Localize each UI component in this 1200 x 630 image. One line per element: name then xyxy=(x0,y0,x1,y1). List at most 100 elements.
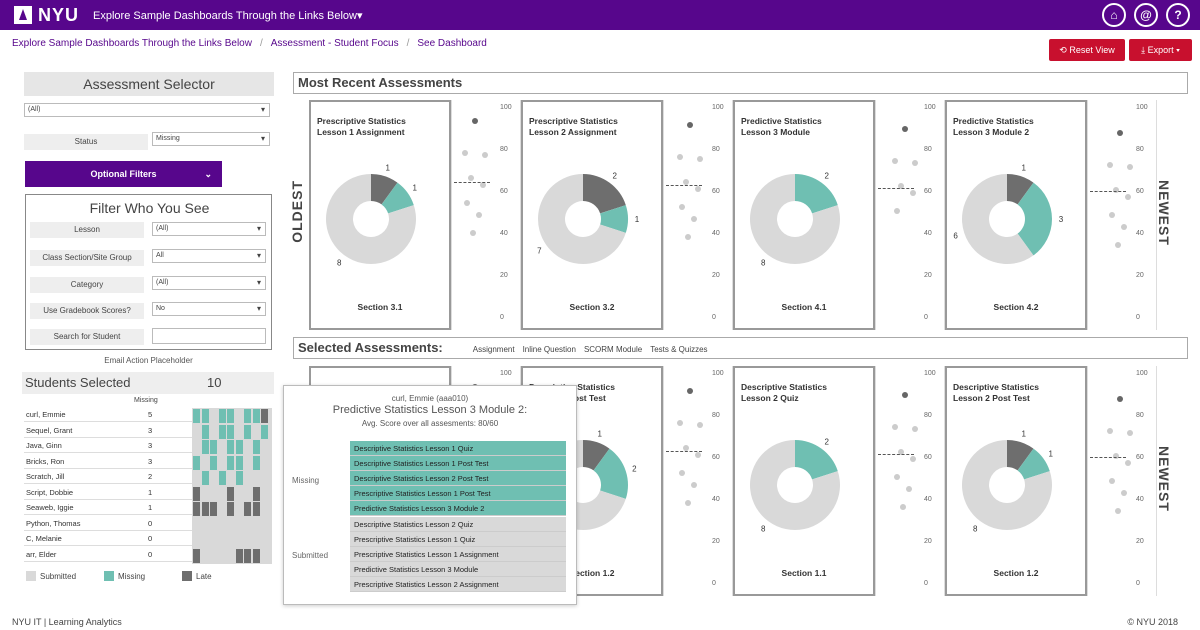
score-point[interactable] xyxy=(912,160,918,166)
score-point[interactable] xyxy=(1127,164,1133,170)
score-point[interactable] xyxy=(697,422,703,428)
score-point[interactable] xyxy=(1107,428,1113,434)
missing-cell[interactable] xyxy=(201,440,209,454)
missing-cell[interactable] xyxy=(235,471,243,485)
score-point[interactable] xyxy=(910,456,916,462)
score-point[interactable] xyxy=(1121,490,1127,496)
assessment-panel[interactable]: Predictive Statistics Lesson 3 Module Sect… xyxy=(733,100,875,330)
score-point[interactable] xyxy=(1109,212,1115,218)
missing-cell[interactable] xyxy=(201,409,209,423)
missing-cell[interactable] xyxy=(227,424,234,439)
assessment-panel[interactable]: Descriptive Statistics Lesson 2 Post Test… xyxy=(945,366,1087,596)
student-row[interactable]: Java, Ginn 3 xyxy=(24,439,192,453)
missing-cell[interactable] xyxy=(218,424,226,439)
donut-slice[interactable] xyxy=(600,205,628,233)
breadcrumb-item[interactable]: Assessment - Student Focus xyxy=(270,38,399,49)
tag-inline-question[interactable]: Inline Question xyxy=(522,345,576,354)
late-cell[interactable] xyxy=(252,548,260,563)
score-point[interactable] xyxy=(1117,130,1123,136)
score-point[interactable] xyxy=(685,500,691,506)
score-point[interactable] xyxy=(679,470,685,476)
late-cell[interactable] xyxy=(252,502,260,516)
student-row[interactable]: C, Melanie 0 xyxy=(24,532,192,546)
missing-cell[interactable] xyxy=(252,455,260,470)
score-point[interactable] xyxy=(900,504,906,510)
score-point[interactable] xyxy=(1117,396,1123,402)
late-cell[interactable] xyxy=(227,502,234,516)
tag-assignment[interactable]: Assignment xyxy=(472,345,515,354)
late-cell[interactable] xyxy=(235,548,243,563)
score-point[interactable] xyxy=(1113,187,1119,193)
late-cell[interactable] xyxy=(227,486,234,501)
score-point[interactable] xyxy=(1127,430,1133,436)
student-row[interactable]: Python, Thomas 0 xyxy=(24,517,192,531)
score-point[interactable] xyxy=(892,158,898,164)
home-icon[interactable]: ⌂ xyxy=(1102,3,1126,27)
missing-cell[interactable] xyxy=(227,455,234,470)
score-point[interactable] xyxy=(480,182,486,188)
email-action-placeholder[interactable]: Email Action Placeholder xyxy=(104,356,193,365)
late-cell[interactable] xyxy=(193,548,200,563)
late-cell[interactable] xyxy=(252,486,260,501)
score-point[interactable] xyxy=(894,208,900,214)
missing-cell[interactable] xyxy=(227,409,234,423)
assessment-panel[interactable]: Descriptive Statistics Lesson 2 Quiz Secti… xyxy=(733,366,875,596)
donut-slice[interactable] xyxy=(795,440,838,480)
score-point[interactable] xyxy=(1113,453,1119,459)
score-point[interactable] xyxy=(482,152,488,158)
score-point[interactable] xyxy=(1121,224,1127,230)
breadcrumb-item[interactable]: See Dashboard xyxy=(417,38,487,49)
missing-cell[interactable] xyxy=(218,471,226,485)
donut-slice[interactable] xyxy=(962,174,1034,264)
score-point[interactable] xyxy=(1109,478,1115,484)
student-row[interactable]: arr, Elder 0 xyxy=(24,548,192,562)
score-point[interactable] xyxy=(687,122,693,128)
donut-slice[interactable] xyxy=(538,174,626,264)
donut-slice[interactable] xyxy=(1017,182,1052,256)
score-point[interactable] xyxy=(679,204,685,210)
score-point[interactable] xyxy=(902,392,908,398)
score-point[interactable] xyxy=(468,175,474,181)
donut-slice[interactable] xyxy=(795,174,838,214)
missing-cell[interactable] xyxy=(261,424,268,439)
score-point[interactable] xyxy=(677,420,683,426)
missing-cell[interactable] xyxy=(252,409,260,423)
score-point[interactable] xyxy=(685,234,691,240)
category-dropdown[interactable]: (All) xyxy=(152,276,266,290)
at-icon[interactable]: @ xyxy=(1134,3,1158,27)
donut-slice[interactable] xyxy=(1007,174,1034,205)
student-row[interactable]: Seaweb, Iggie 1 xyxy=(24,501,192,515)
late-cell[interactable] xyxy=(193,486,200,501)
late-cell[interactable] xyxy=(261,409,268,423)
export-button[interactable]: ⤓ Export ▾ xyxy=(1129,39,1192,61)
late-cell[interactable] xyxy=(244,548,251,563)
score-point[interactable] xyxy=(695,186,701,192)
breadcrumb-item[interactable]: Explore Sample Dashboards Through the Li… xyxy=(12,38,252,49)
score-point[interactable] xyxy=(683,179,689,185)
score-point[interactable] xyxy=(687,388,693,394)
donut-slice[interactable] xyxy=(326,174,416,264)
donut-slice[interactable] xyxy=(1017,448,1050,480)
status-dropdown[interactable]: Missing xyxy=(152,132,270,146)
score-point[interactable] xyxy=(1115,242,1121,248)
student-row[interactable]: Sequel, Grant 3 xyxy=(24,424,192,438)
score-point[interactable] xyxy=(691,216,697,222)
missing-cell[interactable] xyxy=(193,409,200,423)
nyu-logo[interactable]: NYU xyxy=(14,5,79,26)
student-row[interactable]: Script, Dobbie 1 xyxy=(24,486,192,500)
donut-slice[interactable] xyxy=(1007,440,1034,471)
score-point[interactable] xyxy=(462,150,468,156)
missing-cell[interactable] xyxy=(210,440,217,454)
score-point[interactable] xyxy=(906,486,912,492)
tag-tests-quizzes[interactable]: Tests & Quizzes xyxy=(650,345,708,354)
late-cell[interactable] xyxy=(193,502,200,516)
search-student-input[interactable] xyxy=(152,328,266,344)
donut-chart[interactable]: 1 3 6 xyxy=(947,157,1089,287)
help-icon[interactable]: ? xyxy=(1166,3,1190,27)
score-point[interactable] xyxy=(1115,508,1121,514)
tag-scorm-module[interactable]: SCORM Module xyxy=(583,345,643,354)
score-point[interactable] xyxy=(470,230,476,236)
missing-cell[interactable] xyxy=(210,455,217,470)
donut-chart[interactable]: 28 xyxy=(735,157,877,287)
dashboard-menu[interactable]: Explore Sample Dashboards Through the Li… xyxy=(93,9,362,22)
